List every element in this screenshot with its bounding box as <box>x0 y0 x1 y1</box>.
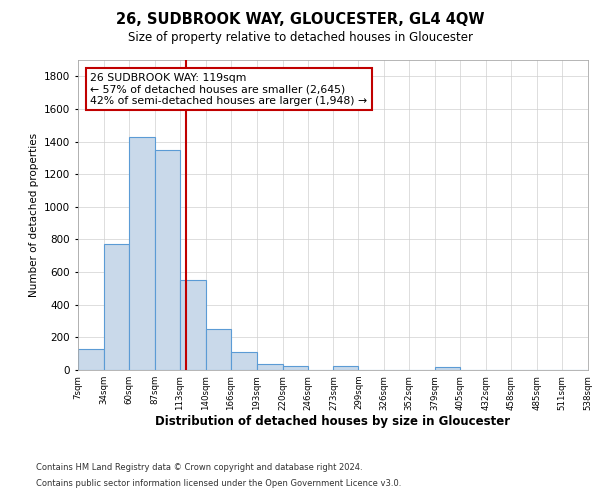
Bar <box>283 366 308 370</box>
Bar <box>155 150 180 370</box>
Bar <box>78 349 104 370</box>
Bar <box>435 366 460 370</box>
Bar <box>206 329 231 370</box>
Bar <box>180 280 206 370</box>
Bar <box>104 244 129 370</box>
Bar <box>334 366 358 370</box>
Text: 26 SUDBROOK WAY: 119sqm
← 57% of detached houses are smaller (2,645)
42% of semi: 26 SUDBROOK WAY: 119sqm ← 57% of detache… <box>91 73 368 106</box>
Text: Contains public sector information licensed under the Open Government Licence v3: Contains public sector information licen… <box>36 478 401 488</box>
Y-axis label: Number of detached properties: Number of detached properties <box>29 133 38 297</box>
Bar <box>231 352 257 370</box>
Bar <box>129 136 155 370</box>
Text: Contains HM Land Registry data © Crown copyright and database right 2024.: Contains HM Land Registry data © Crown c… <box>36 464 362 472</box>
Text: Size of property relative to detached houses in Gloucester: Size of property relative to detached ho… <box>128 31 473 44</box>
Bar <box>257 364 283 370</box>
X-axis label: Distribution of detached houses by size in Gloucester: Distribution of detached houses by size … <box>155 416 511 428</box>
Text: 26, SUDBROOK WAY, GLOUCESTER, GL4 4QW: 26, SUDBROOK WAY, GLOUCESTER, GL4 4QW <box>116 12 484 28</box>
